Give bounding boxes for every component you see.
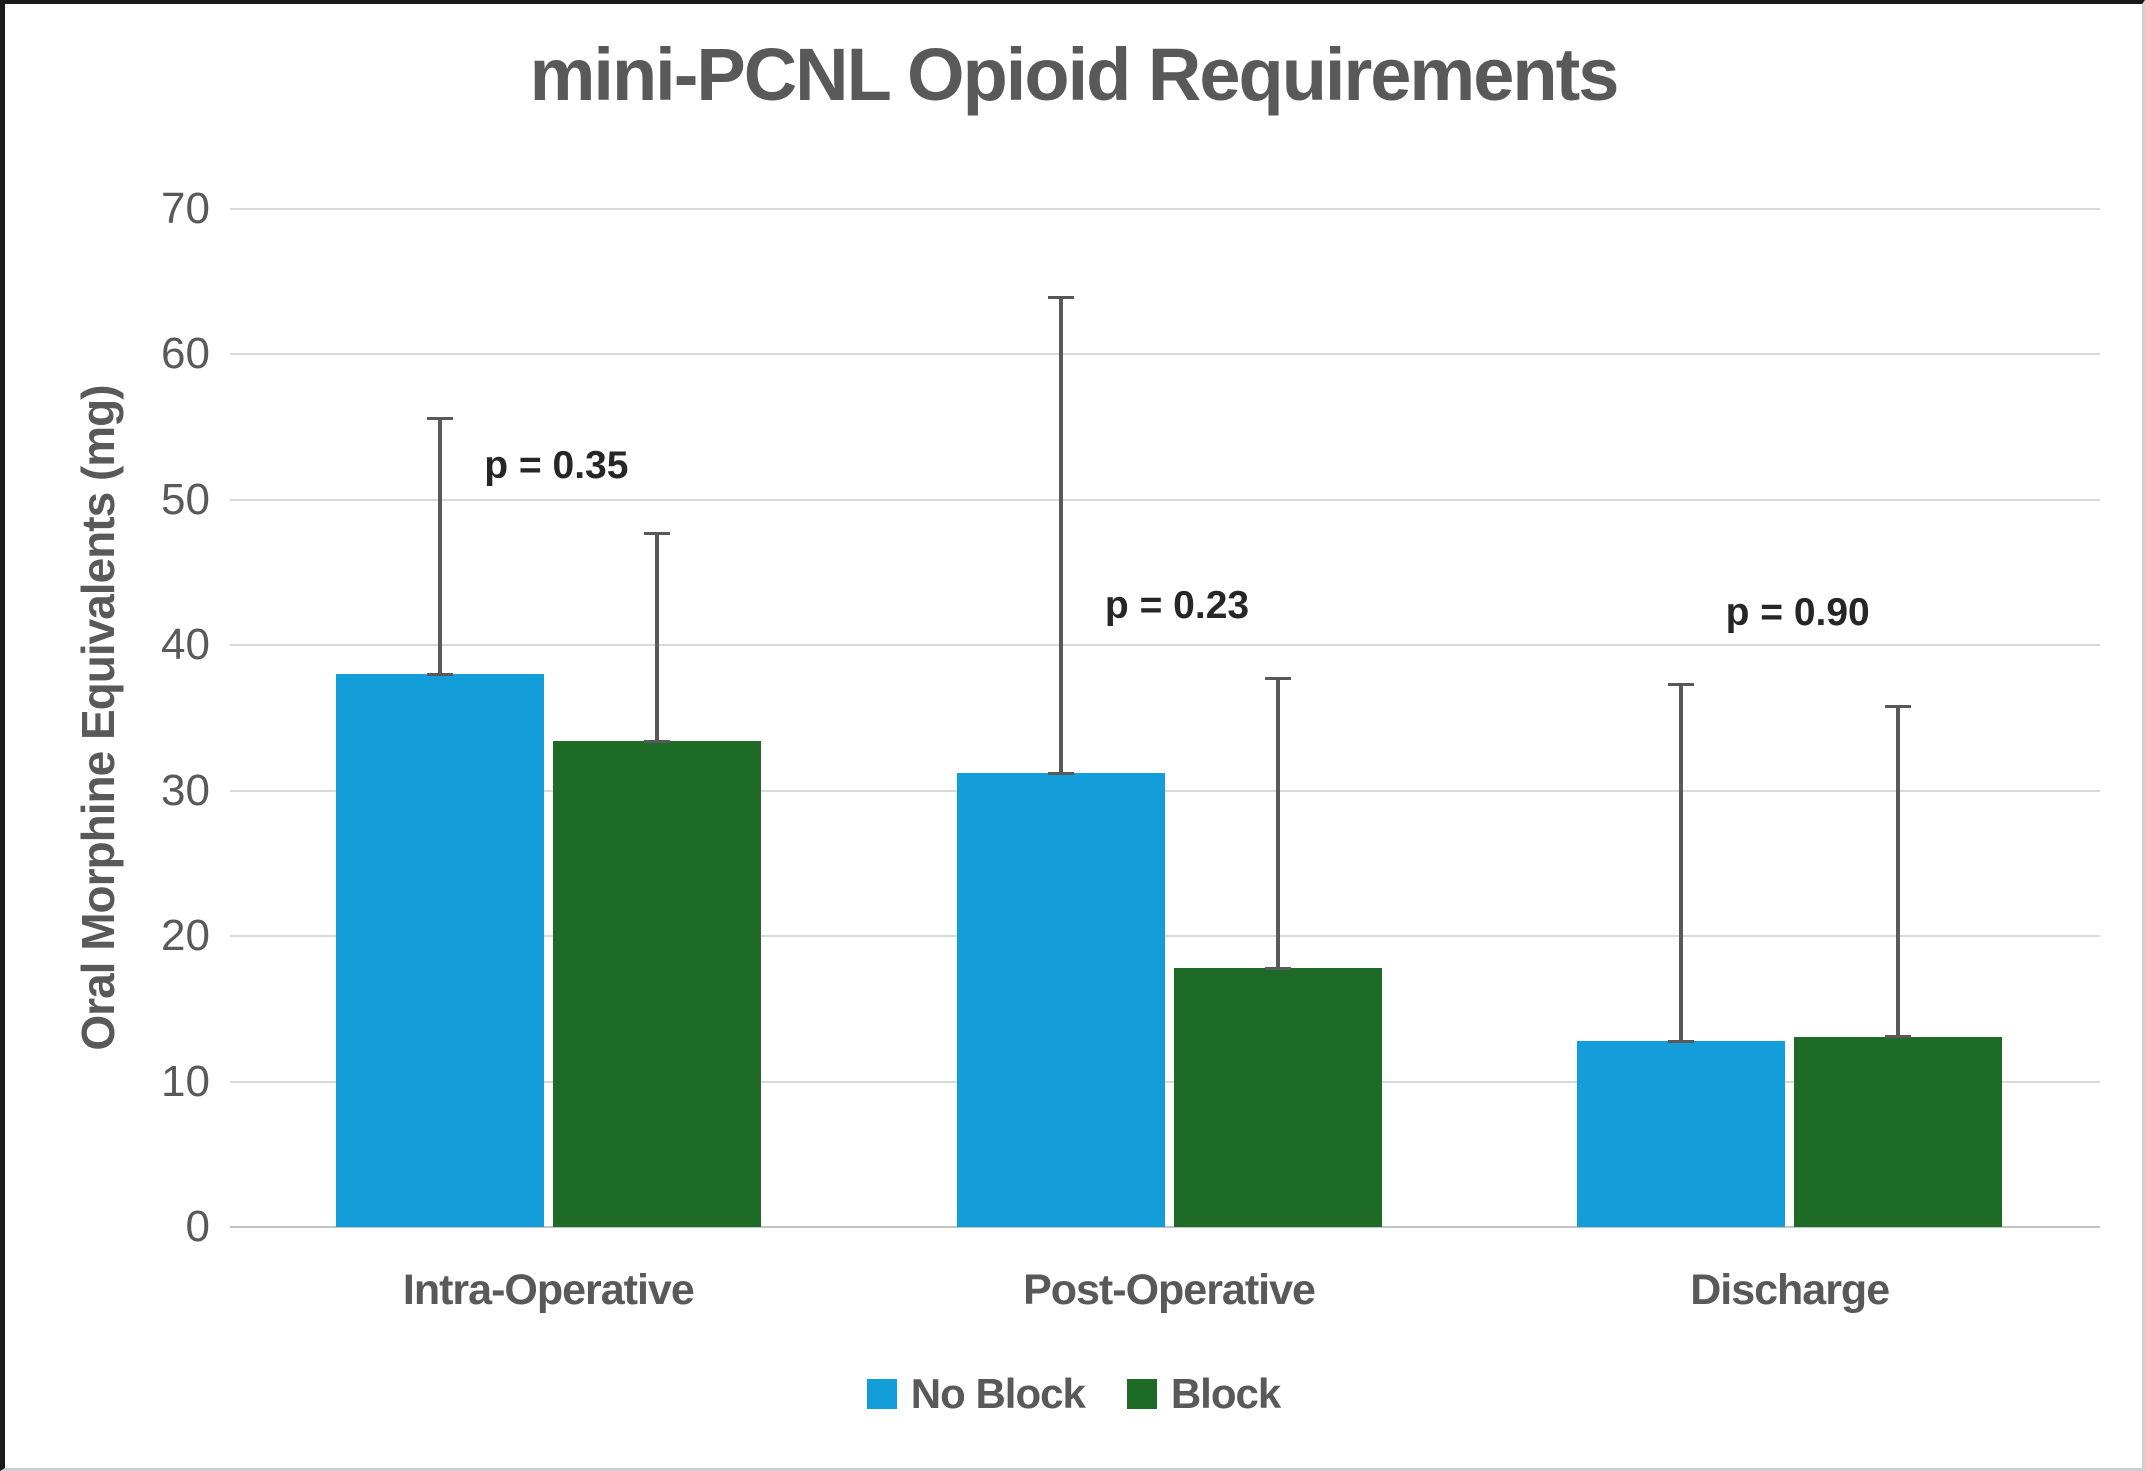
error-bar-top-cap	[1668, 683, 1695, 687]
error-bar-block-2	[1264, 677, 1291, 971]
chart-title: mini-PCNL Opioid Requirements	[529, 33, 1620, 116]
error-bar-bottom-cap	[1264, 967, 1291, 971]
y-tick-label-20: 20	[161, 911, 210, 961]
error-bar-top-cap	[1885, 704, 1912, 708]
y-tick-label-0: 0	[185, 1202, 210, 1251]
legend-label-no-block: No Block	[910, 1370, 1086, 1417]
error-bar-block-1	[643, 531, 670, 744]
y-tick-label-10: 10	[161, 1056, 210, 1106]
p-value-label-2: p = 0.23	[1104, 584, 1250, 628]
legend-swatch-no-block	[866, 1379, 897, 1409]
gridline-60	[230, 353, 2100, 356]
error-bar-bottom-cap	[1885, 1035, 1912, 1039]
gridline-50	[230, 498, 2100, 501]
bar-no-block-3	[1577, 1040, 1786, 1227]
error-bar-top-cap	[1047, 296, 1074, 300]
error-bar-bottom-cap	[426, 673, 453, 677]
error-bar-line	[1679, 683, 1684, 1043]
error-bar-bottom-cap	[1047, 772, 1074, 776]
y-tick-label-70: 70	[161, 184, 210, 233]
bar-block-2	[1173, 968, 1382, 1227]
y-tick-label-30: 30	[161, 765, 210, 815]
y-tick-label-40: 40	[161, 620, 210, 670]
gridline-10	[230, 1080, 2100, 1083]
error-bar-line	[1275, 677, 1280, 971]
gridline-20	[230, 935, 2100, 938]
error-bar-no-block-1	[426, 416, 453, 677]
p-value-label-3: p = 0.90	[1725, 591, 1870, 635]
error-bar-line	[437, 416, 442, 677]
error-bar-bottom-cap	[643, 740, 670, 744]
bar-block-1	[552, 741, 761, 1227]
error-bar-block-3	[1885, 704, 1912, 1039]
error-bar-line	[1058, 296, 1063, 776]
gridline-30	[230, 789, 2100, 792]
legend: No Block Block	[5, 1370, 2142, 1418]
error-bar-no-block-3	[1668, 683, 1695, 1043]
category-label-3: Discharge	[1690, 1266, 1890, 1314]
category-label-1: Intra-Operative	[402, 1266, 695, 1314]
y-tick-label-60: 60	[161, 329, 210, 379]
y-axis-title: Oral Morphine Equivalents (mg)	[72, 385, 124, 1051]
error-bar-top-cap	[1264, 677, 1291, 681]
error-bar-line	[1896, 704, 1901, 1039]
error-bar-line	[654, 531, 659, 744]
gridline-70	[230, 208, 2100, 210]
p-value-label-1: p = 0.35	[484, 444, 629, 488]
legend-entry-no-block: No Block	[866, 1370, 1086, 1418]
category-label-2: Post-Operative	[1023, 1266, 1316, 1314]
y-tick-label-50: 50	[161, 474, 210, 524]
legend-entry-block: Block	[1126, 1370, 1281, 1418]
error-bar-bottom-cap	[1668, 1039, 1695, 1043]
plot-area	[230, 208, 2100, 1228]
error-bar-top-cap	[426, 416, 453, 420]
bar-no-block-2	[956, 773, 1165, 1227]
gridline-0	[230, 1226, 2100, 1228]
bar-no-block-1	[335, 674, 544, 1227]
error-bar-top-cap	[643, 531, 670, 535]
legend-swatch-block	[1126, 1379, 1157, 1409]
error-bar-no-block-2	[1047, 296, 1074, 776]
gridline-40	[230, 644, 2100, 647]
legend-label-block: Block	[1170, 1370, 1281, 1417]
bar-block-3	[1794, 1036, 2003, 1227]
